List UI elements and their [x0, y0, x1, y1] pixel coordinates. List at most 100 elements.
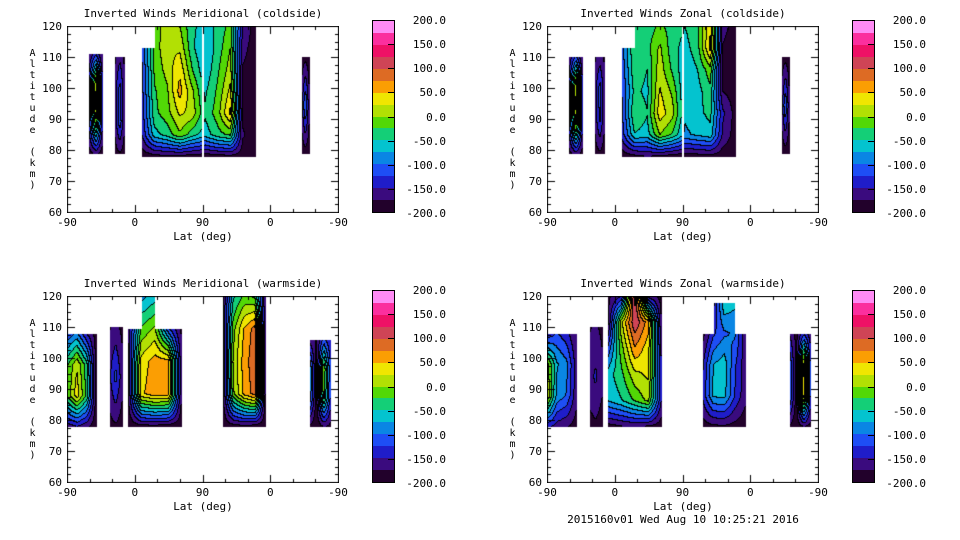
colorbar-band: [853, 410, 874, 423]
colorbar-band: [373, 21, 394, 33]
colorbar-band: [373, 44, 394, 57]
colorbar-band: [373, 80, 394, 93]
y-tick-label: 80: [528, 414, 542, 427]
colorbar-tick: [868, 141, 874, 142]
panel-meridional-warmside: Inverted Winds Meridional (warmside) Alt…: [0, 270, 480, 540]
panel-meridional-coldside: Inverted Winds Meridional (coldside) Alt…: [0, 0, 480, 270]
colorbar-band: [373, 302, 394, 315]
colorbar-band: [373, 68, 394, 81]
panel-title: Inverted Winds Zonal (warmside): [580, 277, 786, 290]
colorbar-tick: [388, 411, 394, 412]
colorbar-tick-label: -150.0: [886, 452, 926, 466]
colorbar-tick: [388, 189, 394, 190]
x-tick-label: 0: [131, 216, 139, 229]
y-tick-label: 120: [42, 20, 62, 33]
y-tick-label: 90: [48, 383, 62, 396]
colorbar-band: [853, 164, 874, 177]
colorbar-band: [853, 291, 874, 303]
colorbar-band: [853, 362, 874, 375]
y-tick-label: 110: [522, 321, 542, 334]
y-tick-label: 120: [522, 20, 542, 33]
x-tick-label: 0: [266, 216, 274, 229]
contour-plot-canvas: [547, 26, 819, 213]
colorbar-tick-label: -200.0: [406, 477, 446, 490]
colorbar-band: [373, 116, 394, 129]
colorbar-tick-label: 50.0: [899, 86, 927, 100]
colorbar-tick: [388, 68, 394, 69]
colorbar-band: [373, 446, 394, 459]
colorbar-band: [373, 386, 394, 399]
panel-zonal-warmside: Inverted Winds Zonal (warmside) Altitude…: [480, 270, 960, 540]
colorbar-tick-label: 100.0: [892, 332, 926, 346]
colorbar-tick-label: -50.0: [892, 404, 926, 418]
colorbar-band: [853, 32, 874, 45]
colorbar-tick-label: -100.0: [886, 158, 926, 172]
y-tick-label: 110: [42, 51, 62, 64]
colorbar-tick-label: 0.0: [426, 380, 446, 394]
colorbar: [852, 290, 875, 483]
run-timestamp: 2015160v01 Wed Aug 10 10:25:21 2016: [567, 513, 799, 526]
colorbar-tick-label: -150.0: [886, 182, 926, 196]
x-tick-label: -90: [328, 216, 348, 229]
y-axis-label: Altitude (km): [27, 318, 38, 461]
colorbar-band: [373, 92, 394, 105]
y-tick-label: 100: [522, 352, 542, 365]
colorbar-band: [373, 410, 394, 423]
colorbar-band: [373, 458, 394, 471]
x-tick-label: 90: [195, 216, 210, 229]
colorbar-tick: [868, 459, 874, 460]
colorbar-tick-label: 200.0: [412, 284, 446, 297]
y-tick-label: 100: [522, 82, 542, 95]
colorbar-band: [373, 140, 394, 153]
colorbar-tick: [868, 411, 874, 412]
colorbar-band: [853, 458, 874, 471]
x-tick-label: 0: [746, 216, 754, 229]
colorbar-band: [373, 314, 394, 327]
x-tick-label: -90: [808, 216, 828, 229]
colorbar-tick-label: -50.0: [892, 134, 926, 148]
y-tick-label: 120: [522, 290, 542, 303]
colorbar-tick: [388, 117, 394, 118]
colorbar-tick: [868, 362, 874, 363]
y-axis-label: Altitude (km): [507, 318, 518, 461]
colorbar-tick: [868, 338, 874, 339]
y-tick-label: 70: [528, 175, 542, 188]
colorbar-tick-label: -100.0: [886, 428, 926, 442]
colorbar-tick-label: -100.0: [406, 158, 446, 172]
colorbar: [372, 20, 395, 213]
y-tick-label: 120: [42, 290, 62, 303]
x-axis-label: Lat (deg): [173, 500, 233, 513]
contour-plot-canvas: [67, 26, 339, 213]
colorbar-band: [373, 422, 394, 435]
y-tick-label: 80: [48, 414, 62, 427]
colorbar-band: [853, 434, 874, 447]
colorbar-band: [853, 104, 874, 117]
colorbar-band: [853, 21, 874, 33]
y-tick-label: 60: [48, 206, 62, 219]
y-axis-label: Altitude (km): [27, 48, 38, 191]
colorbar-tick: [388, 387, 394, 388]
colorbar-tick: [868, 189, 874, 190]
colorbar-band: [853, 446, 874, 459]
colorbar-band: [853, 44, 874, 57]
colorbar-band: [853, 80, 874, 93]
colorbar-tick-label: -50.0: [412, 404, 446, 418]
colorbar-tick-label: 0.0: [906, 380, 926, 394]
colorbar-tick-label: 50.0: [419, 86, 447, 100]
y-tick-label: 60: [528, 476, 542, 489]
colorbar-tick: [868, 435, 874, 436]
colorbar-band: [853, 338, 874, 351]
colorbar-band: [853, 188, 874, 201]
x-tick-label: -90: [57, 486, 77, 499]
x-tick-label: 0: [746, 486, 754, 499]
colorbar-band: [373, 188, 394, 201]
colorbar-band: [373, 398, 394, 411]
x-tick-label: 0: [611, 486, 619, 499]
panel-zonal-coldside: Inverted Winds Zonal (coldside) Altitude…: [480, 0, 960, 270]
colorbar-tick: [868, 165, 874, 166]
colorbar-tick-label: 50.0: [419, 356, 447, 370]
colorbar-tick-label: 100.0: [892, 62, 926, 76]
colorbar-tick-label: 0.0: [906, 110, 926, 124]
colorbar-tick-label: 200.0: [412, 14, 446, 27]
x-tick-label: -90: [57, 216, 77, 229]
